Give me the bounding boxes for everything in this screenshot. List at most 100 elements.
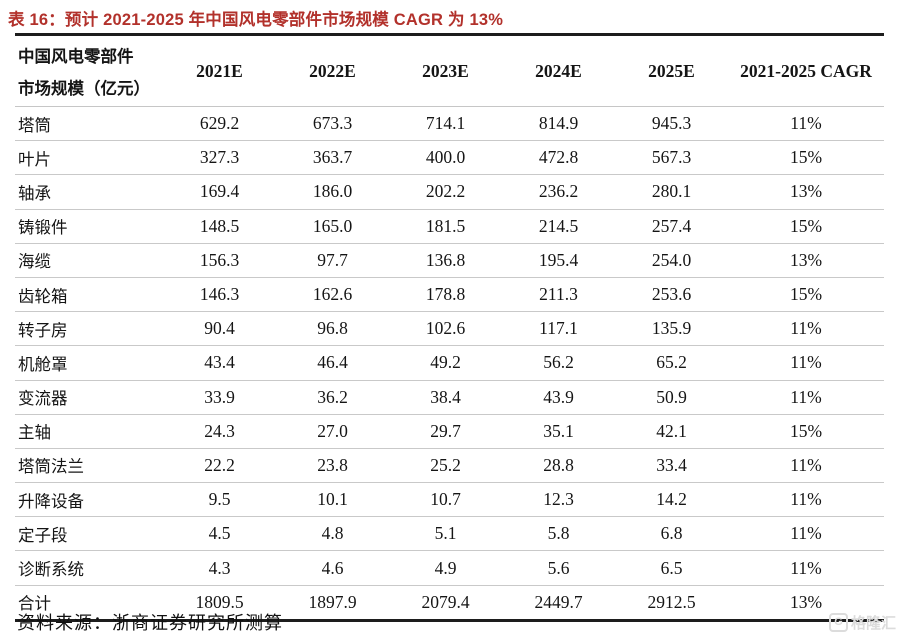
row-label: 升降设备: [15, 482, 163, 518]
cell-value: 97.7: [276, 243, 389, 278]
column-header: 2023E: [389, 34, 502, 107]
table-row: 转子房 90.4 96.8 102.6 117.1 135.9 11%: [15, 311, 884, 347]
column-header: 2021E: [163, 34, 276, 107]
cell-cagr: 15%: [728, 140, 884, 176]
column-header: 2022E: [276, 34, 389, 107]
cell-cagr: 11%: [728, 311, 884, 347]
cell-value: 33.9: [163, 380, 276, 415]
cell-value: 1897.9: [276, 585, 389, 622]
table-row: 变流器 33.9 36.2 38.4 43.9 50.9 11%: [15, 380, 884, 415]
cell-value: 195.4: [502, 243, 615, 278]
cell-cagr: 11%: [728, 448, 884, 484]
cell-value: 102.6: [389, 311, 502, 347]
cell-cagr: 11%: [728, 482, 884, 518]
table-row: 升降设备 9.5 10.1 10.7 12.3 14.2 11%: [15, 482, 884, 518]
cell-value: 165.0: [276, 209, 389, 244]
cell-value: 327.3: [163, 140, 276, 176]
row-label: 叶片: [15, 140, 163, 176]
cell-value: 135.9: [615, 311, 728, 347]
table-body: 塔筒 629.2 673.3 714.1 814.9 945.3 11% 叶片 327.3 363…: [15, 106, 884, 622]
cell-value: 2912.5: [615, 585, 728, 622]
cell-value: 27.0: [276, 414, 389, 449]
row-header-line1: 中国风电零部件: [18, 46, 134, 66]
cell-cagr: 13%: [728, 243, 884, 278]
row-label: 主轴: [15, 414, 163, 449]
cell-cagr: 11%: [728, 550, 884, 586]
cell-value: 24.3: [163, 414, 276, 449]
cell-value: 181.5: [389, 209, 502, 244]
gelonghui-watermark: G 格隆汇: [828, 612, 896, 633]
cell-value: 10.7: [389, 482, 502, 518]
cell-value: 214.5: [502, 209, 615, 244]
row-label: 铸锻件: [15, 209, 163, 244]
table-row: 诊断系统 4.3 4.6 4.9 5.6 6.5 11%: [15, 550, 884, 586]
cell-value: 714.1: [389, 106, 502, 142]
cell-value: 50.9: [615, 380, 728, 415]
header-row: 中国风电零部件 市场规模（亿元） 2021E 2022E 2023E 2024E 202…: [15, 34, 884, 107]
table-row: 轴承 169.4 186.0 202.2 236.2 280.1 13%: [15, 174, 884, 210]
row-label: 齿轮箱: [15, 277, 163, 313]
cell-value: 5.1: [389, 516, 502, 552]
cell-value: 169.4: [163, 174, 276, 210]
table-row: 叶片 327.3 363.7 400.0 472.8 567.3 15%: [15, 140, 884, 176]
column-header: 2025E: [615, 34, 728, 107]
row-label: 塔筒法兰: [15, 448, 163, 484]
cell-value: 43.9: [502, 380, 615, 415]
table-header: 中国风电零部件 市场规模（亿元） 2021E 2022E 2023E 2024E 202…: [15, 34, 884, 107]
cell-value: 49.2: [389, 345, 502, 381]
market-size-table: 中国风电零部件 市场规模（亿元） 2021E 2022E 2023E 2024E 202…: [15, 33, 884, 622]
cell-value: 202.2: [389, 174, 502, 210]
table-row: 定子段 4.5 4.8 5.1 5.8 6.8 11%: [15, 516, 884, 552]
cell-value: 567.3: [615, 140, 728, 176]
cell-value: 46.4: [276, 345, 389, 381]
table-row: 铸锻件 148.5 165.0 181.5 214.5 257.4 15%: [15, 209, 884, 244]
row-label: 转子房: [15, 311, 163, 347]
cell-value: 117.1: [502, 311, 615, 347]
cell-value: 673.3: [276, 106, 389, 142]
cell-value: 29.7: [389, 414, 502, 449]
cell-value: 56.2: [502, 345, 615, 381]
cell-value: 4.5: [163, 516, 276, 552]
cell-value: 280.1: [615, 174, 728, 210]
cell-value: 6.5: [615, 550, 728, 586]
cell-value: 186.0: [276, 174, 389, 210]
cell-value: 4.9: [389, 550, 502, 586]
row-label: 定子段: [15, 516, 163, 552]
cell-value: 42.1: [615, 414, 728, 449]
cell-value: 257.4: [615, 209, 728, 244]
cell-value: 236.2: [502, 174, 615, 210]
cell-cagr: 15%: [728, 209, 884, 244]
row-header-line2: 市场规模（亿元）: [18, 79, 150, 98]
cell-value: 148.5: [163, 209, 276, 244]
cell-cagr: 11%: [728, 380, 884, 415]
cell-value: 22.2: [163, 448, 276, 484]
table-row: 机舱罩 43.4 46.4 49.2 56.2 65.2 11%: [15, 345, 884, 381]
cell-value: 2449.7: [502, 585, 615, 622]
table-title: 表 16：预计 2021-2025 年中国风电零部件市场规模 CAGR 为 13…: [8, 11, 504, 29]
cell-value: 5.8: [502, 516, 615, 552]
table-row: 合计 1809.5 1897.9 2079.4 2449.7 2912.5 13%: [15, 585, 884, 622]
cell-value: 33.4: [615, 448, 728, 484]
cell-value: 945.3: [615, 106, 728, 142]
table-row: 塔筒 629.2 673.3 714.1 814.9 945.3 11%: [15, 106, 884, 142]
row-label: 轴承: [15, 174, 163, 210]
cell-cagr: 11%: [728, 345, 884, 381]
column-header: 2021-2025 CAGR: [728, 34, 884, 107]
table-row: 海缆 156.3 97.7 136.8 195.4 254.0 13%: [15, 243, 884, 278]
row-label: 机舱罩: [15, 345, 163, 381]
cell-value: 23.8: [276, 448, 389, 484]
cell-value: 9.5: [163, 482, 276, 518]
cell-value: 5.6: [502, 550, 615, 586]
cell-value: 1809.5: [163, 585, 276, 622]
cell-value: 178.8: [389, 277, 502, 313]
cell-value: 472.8: [502, 140, 615, 176]
cell-value: 96.8: [276, 311, 389, 347]
cell-cagr: 13%: [728, 585, 884, 622]
cell-value: 253.6: [615, 277, 728, 313]
column-header: 2024E: [502, 34, 615, 107]
row-label: 合计: [15, 585, 163, 622]
source-note: 资料来源：浙商证券研究所测算: [17, 613, 283, 633]
gelonghui-logo-icon: G: [828, 613, 848, 632]
cell-value: 629.2: [163, 106, 276, 142]
cell-value: 4.3: [163, 550, 276, 586]
